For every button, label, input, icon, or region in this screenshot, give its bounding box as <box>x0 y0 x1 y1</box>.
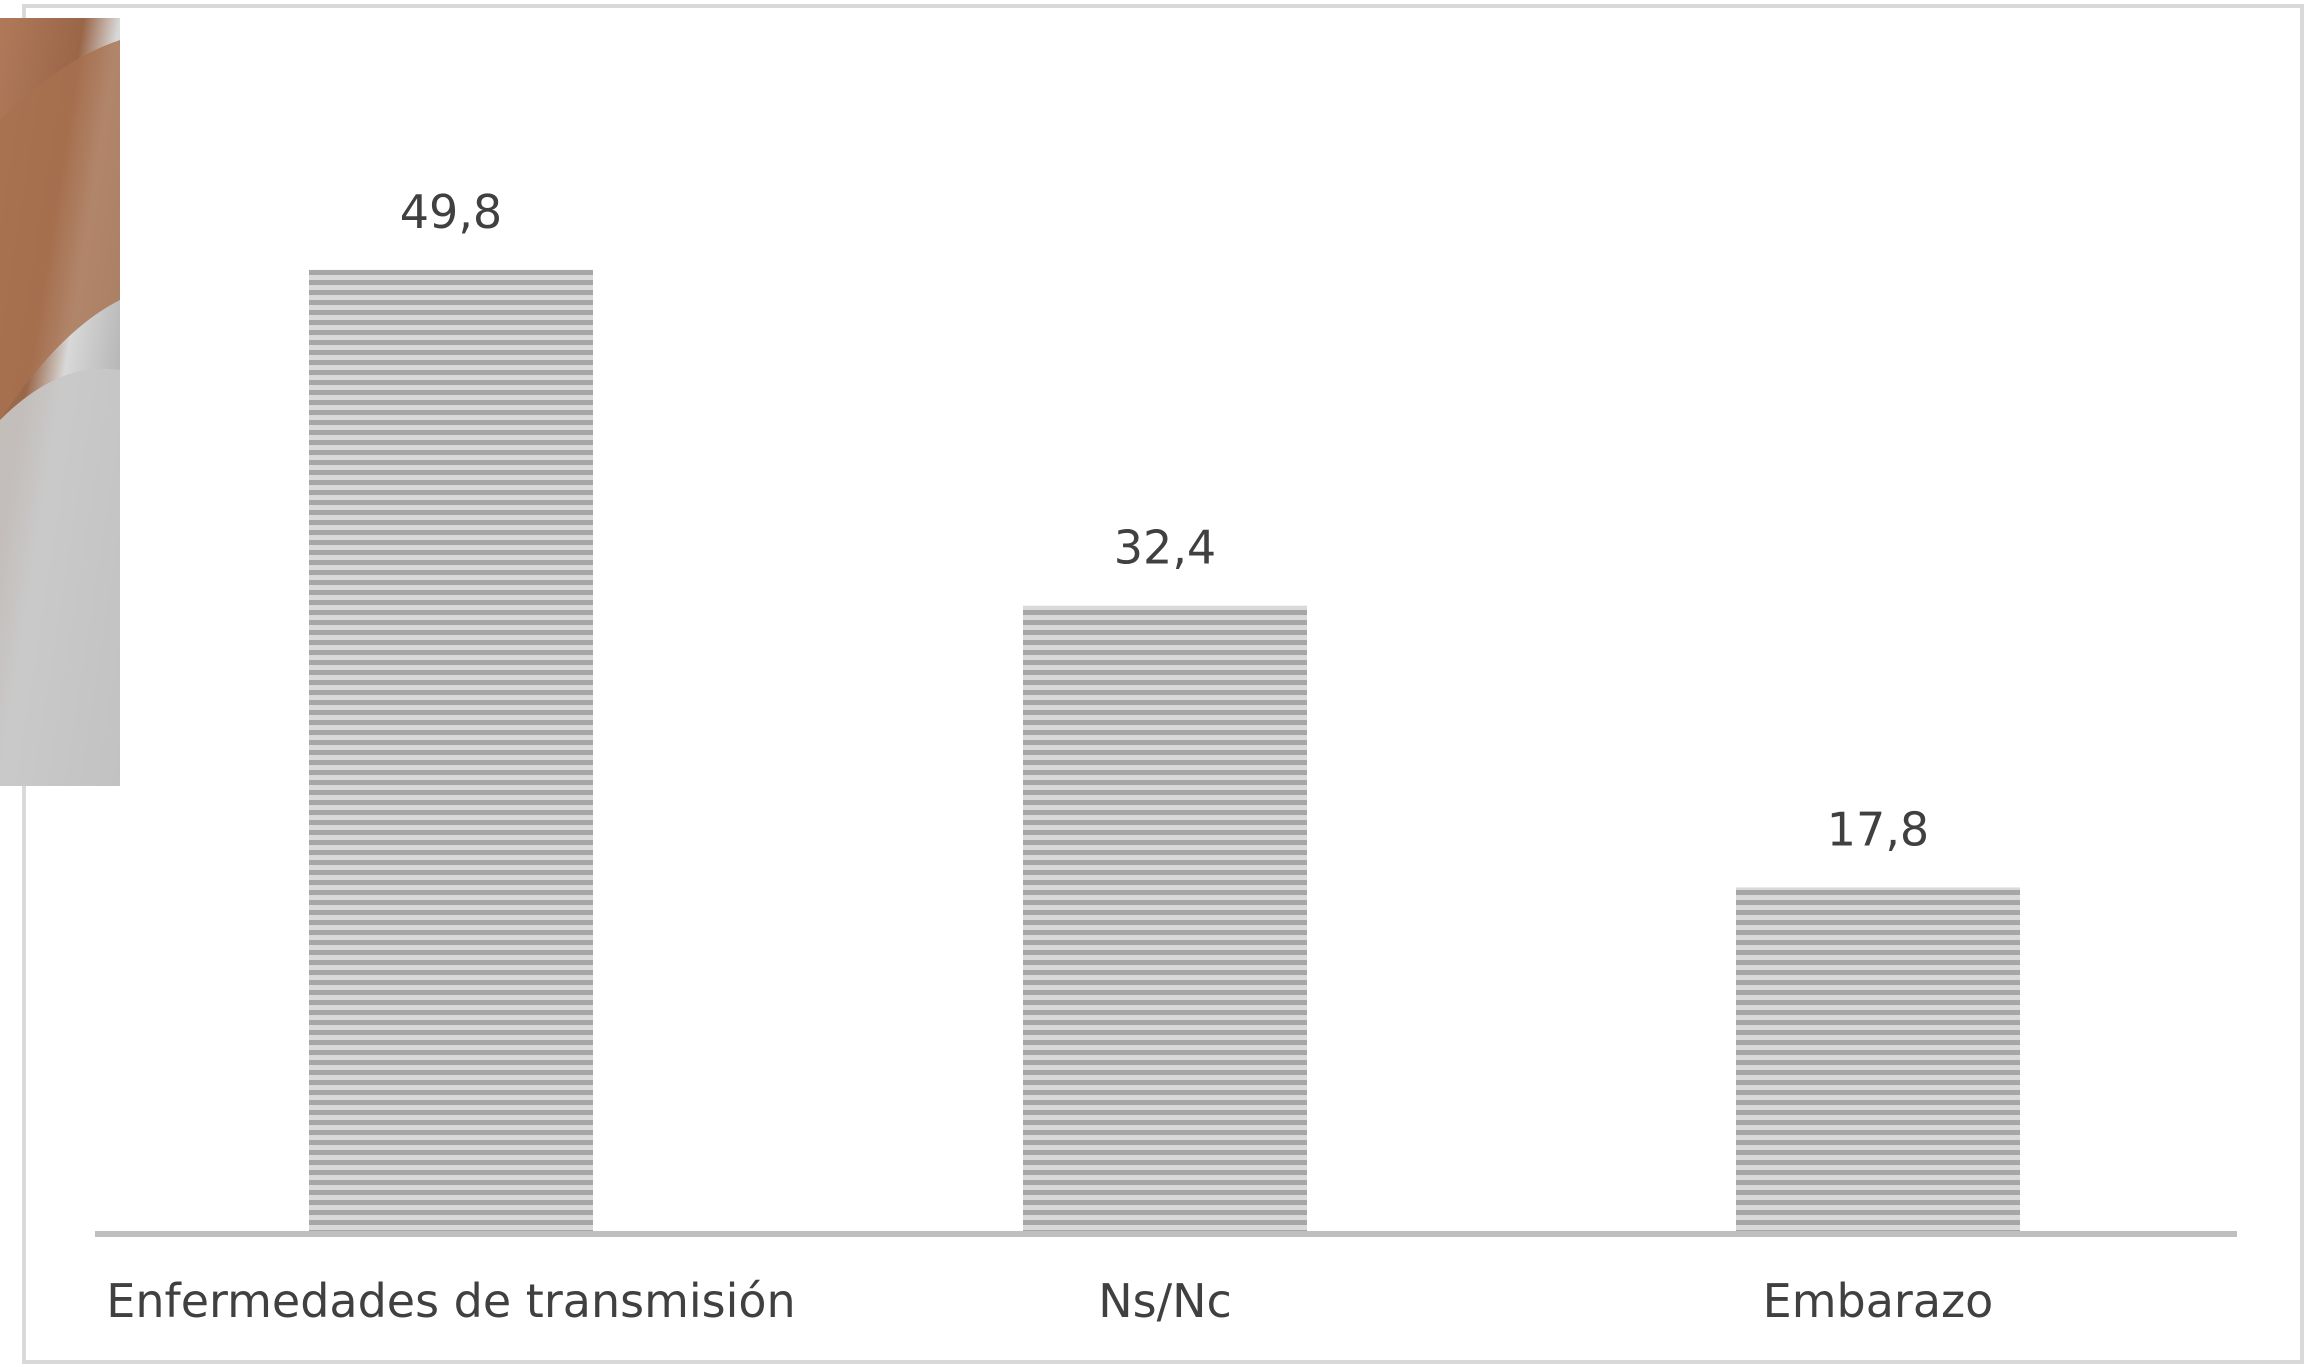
category-label-3: Embarazo <box>1763 1274 1994 1328</box>
value-label-1: 49,8 <box>400 185 502 239</box>
category-label-2: Ns/Nc <box>1098 1274 1232 1328</box>
category-label-1: Enfermedades de transmisión <box>106 1274 795 1328</box>
value-labels: 49,8 32,4 17,8 <box>400 185 1929 857</box>
value-label-2: 32,4 <box>1114 521 1216 575</box>
category-labels: Enfermedades de transmisión Ns/Nc Embarazo <box>106 1274 1993 1328</box>
bar-3 <box>1736 887 2020 1231</box>
bar-2 <box>1023 605 1307 1231</box>
bar-1 <box>309 269 593 1231</box>
value-label-3: 17,8 <box>1827 802 1929 856</box>
hand-photo-icon <box>0 18 120 786</box>
bars-layer <box>309 269 2020 1231</box>
